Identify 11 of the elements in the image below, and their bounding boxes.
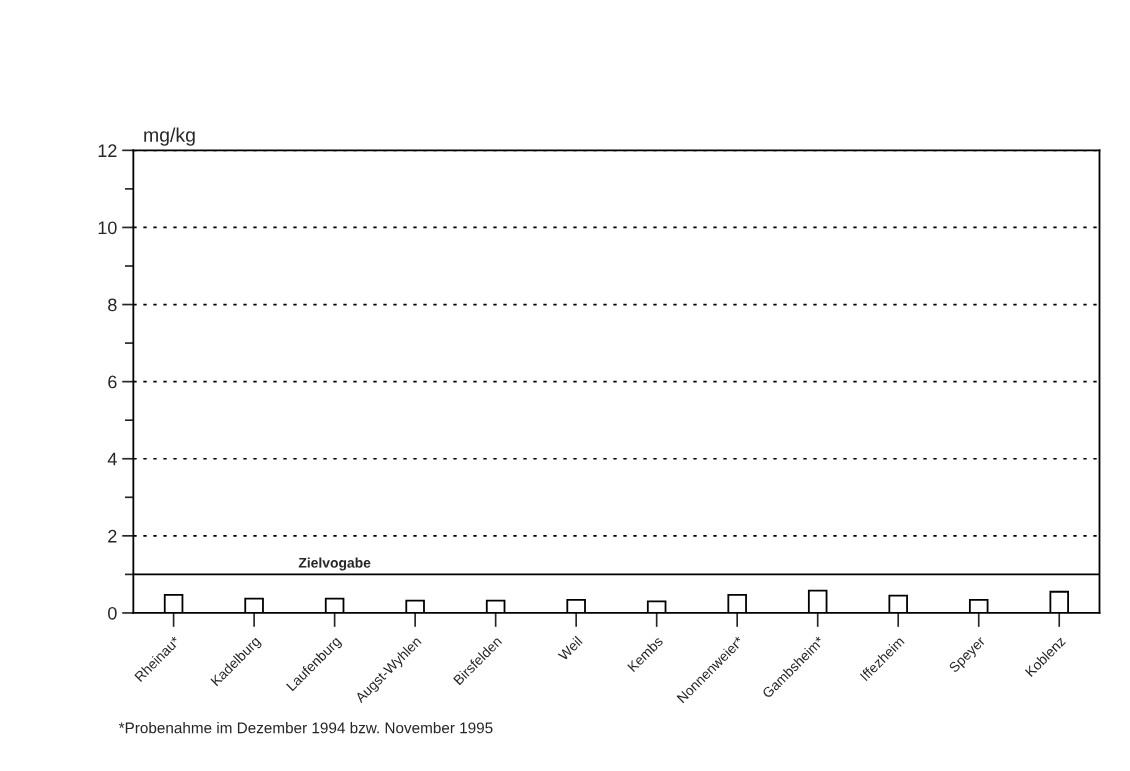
y-tick-label: 2 bbox=[108, 529, 117, 543]
x-tick-label: Weil bbox=[557, 635, 583, 662]
y-tick-label: 10 bbox=[98, 221, 117, 235]
y-axis-title: mg/kg bbox=[144, 127, 195, 146]
text: *Probenahme im Dezember 1994 bzw. November 1995 bbox=[118, 722, 493, 734]
y-tick-label: 0 bbox=[108, 606, 117, 620]
y-tick-label: 8 bbox=[108, 298, 117, 312]
y-tick-label: 4 bbox=[107, 452, 117, 466]
y-tick-label: 12 bbox=[98, 144, 117, 157]
y-tick-label: 6 bbox=[108, 375, 117, 389]
ref-line-label: Zielvogabe bbox=[298, 557, 371, 571]
